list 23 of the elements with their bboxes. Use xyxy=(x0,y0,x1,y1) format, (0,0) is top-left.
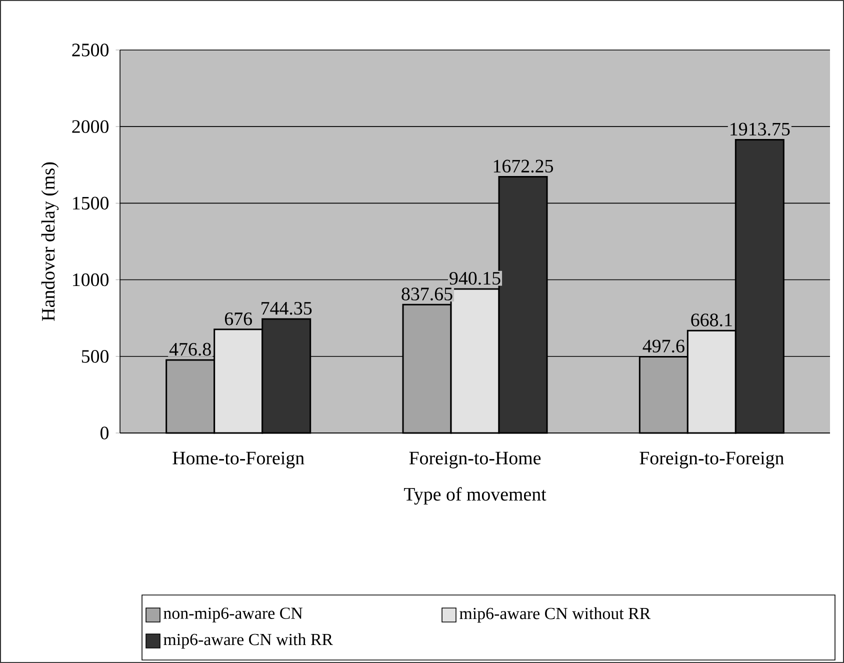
y-tick-label: 500 xyxy=(82,350,109,363)
data-label: 676 xyxy=(224,312,252,326)
y-tick-label: 2000 xyxy=(72,120,109,133)
x-tick-label: Home-to-Foreign xyxy=(172,452,304,468)
x-tick-label: Foreign-to-Foreign xyxy=(640,452,784,468)
data-label: 940.15 xyxy=(450,272,500,285)
y-tick-label: 2500 xyxy=(72,44,109,56)
y-tick-label: 0 xyxy=(100,426,109,440)
data-label: 744.35 xyxy=(262,302,312,315)
legend-label: non-mip6-aware CN xyxy=(164,608,303,622)
y-axis-title: Handover delay (ms) xyxy=(41,162,59,321)
legend-label: mip6-aware CN without RR xyxy=(460,607,651,623)
data-label: 837.65 xyxy=(402,288,452,300)
legend-label: mip6-aware CN with RR xyxy=(164,633,333,649)
data-label: 476.8 xyxy=(169,342,211,356)
data-label: 668.1 xyxy=(691,314,732,326)
data-label: 497.6 xyxy=(642,340,684,353)
x-tick-label: Foreign-to-Home xyxy=(409,452,541,468)
y-tick-label: 1500 xyxy=(73,196,109,210)
x-axis-title: Type of movement xyxy=(404,487,546,505)
data-label: 1913.75 xyxy=(730,122,790,136)
data-label: 1672.25 xyxy=(494,160,554,173)
y-tick-label: 1000 xyxy=(73,273,109,286)
